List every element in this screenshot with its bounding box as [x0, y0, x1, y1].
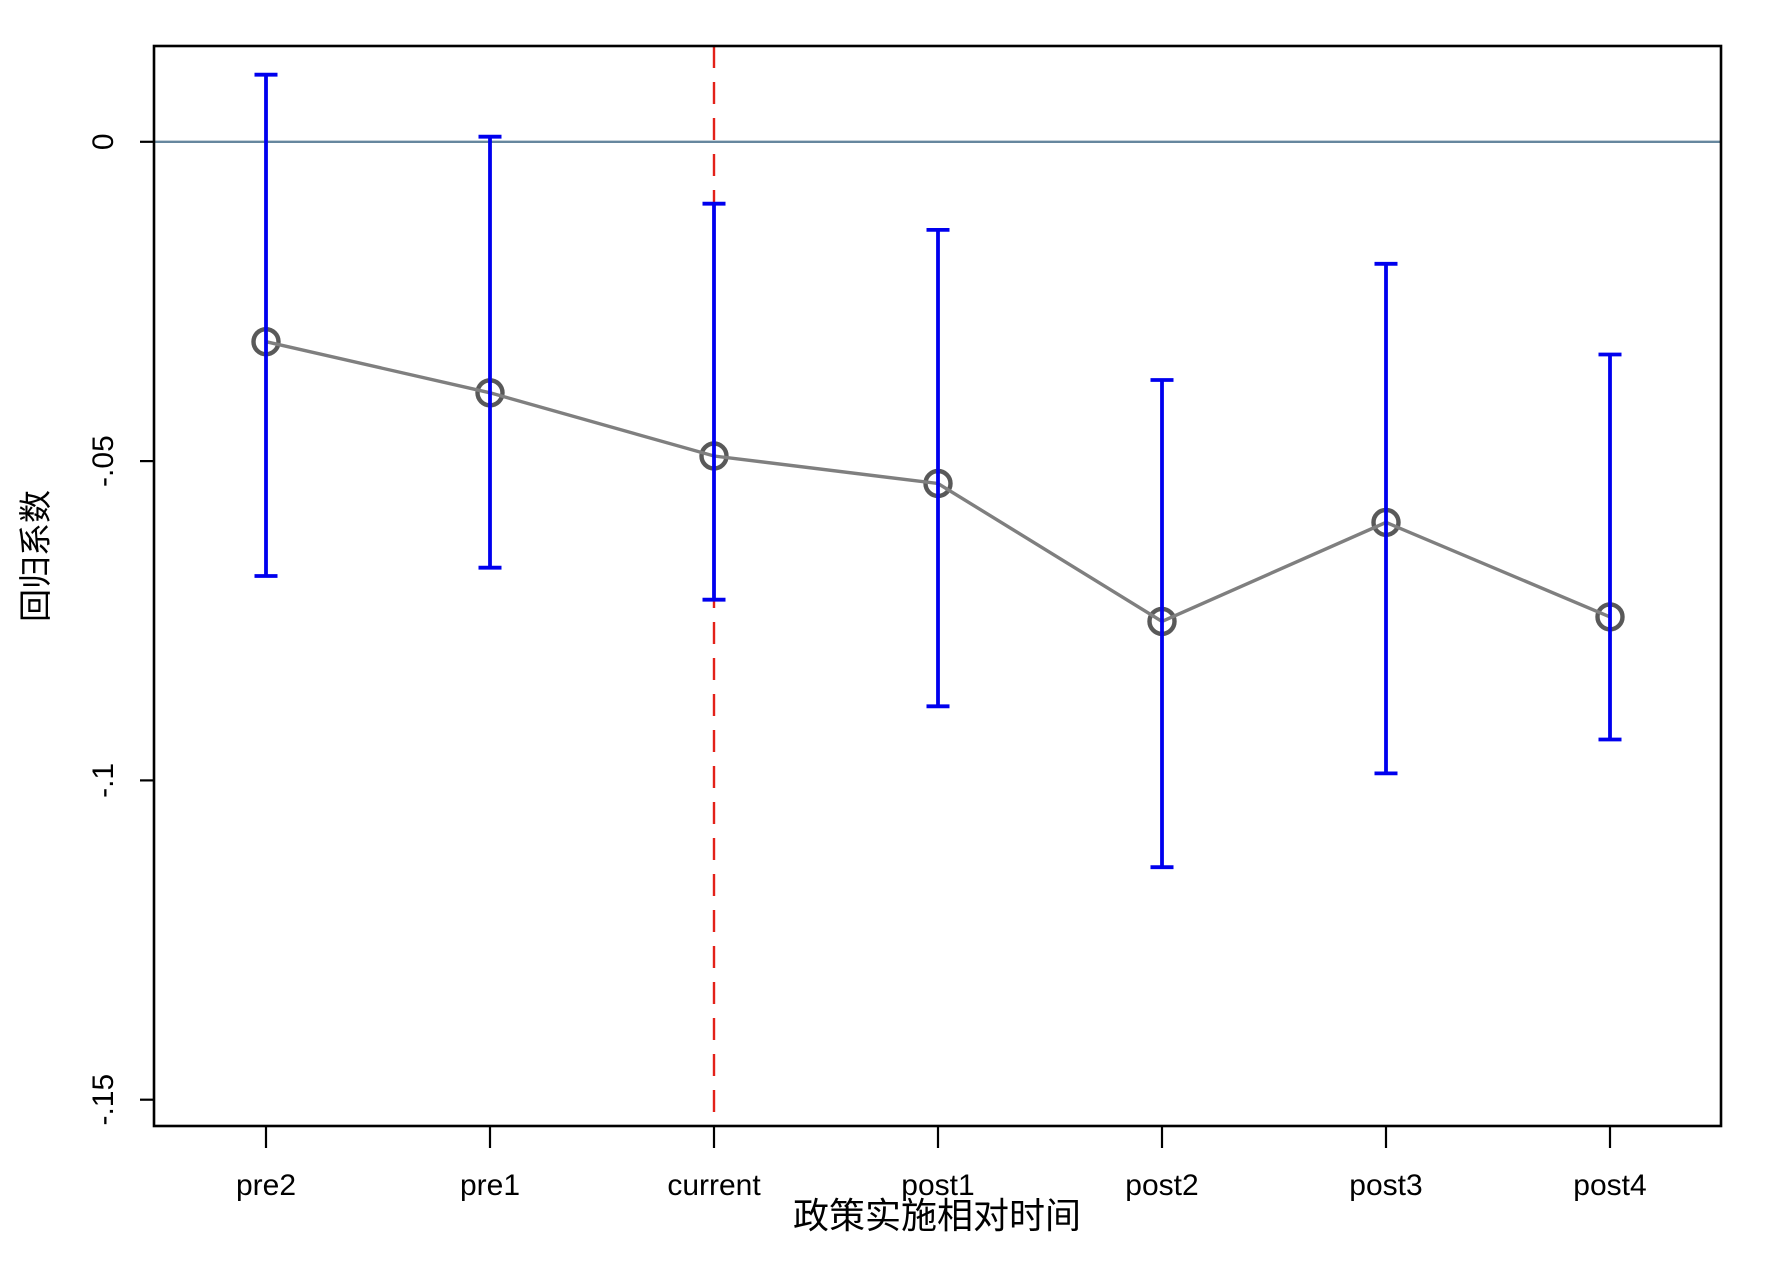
svg-text:政策实施相对时间: 政策实施相对时间	[793, 1195, 1081, 1236]
svg-text:回归系数: 回归系数	[17, 490, 54, 622]
svg-text:-.05: -.05	[87, 435, 120, 487]
svg-text:0: 0	[87, 133, 120, 150]
svg-text:current: current	[667, 1169, 761, 1202]
svg-text:-.1: -.1	[87, 763, 120, 798]
svg-text:post4: post4	[1573, 1169, 1646, 1202]
svg-text:post3: post3	[1349, 1169, 1422, 1202]
svg-text:-.15: -.15	[87, 1074, 120, 1126]
svg-text:post2: post2	[1125, 1169, 1198, 1202]
svg-text:pre2: pre2	[236, 1169, 296, 1202]
svg-text:pre1: pre1	[460, 1169, 520, 1202]
